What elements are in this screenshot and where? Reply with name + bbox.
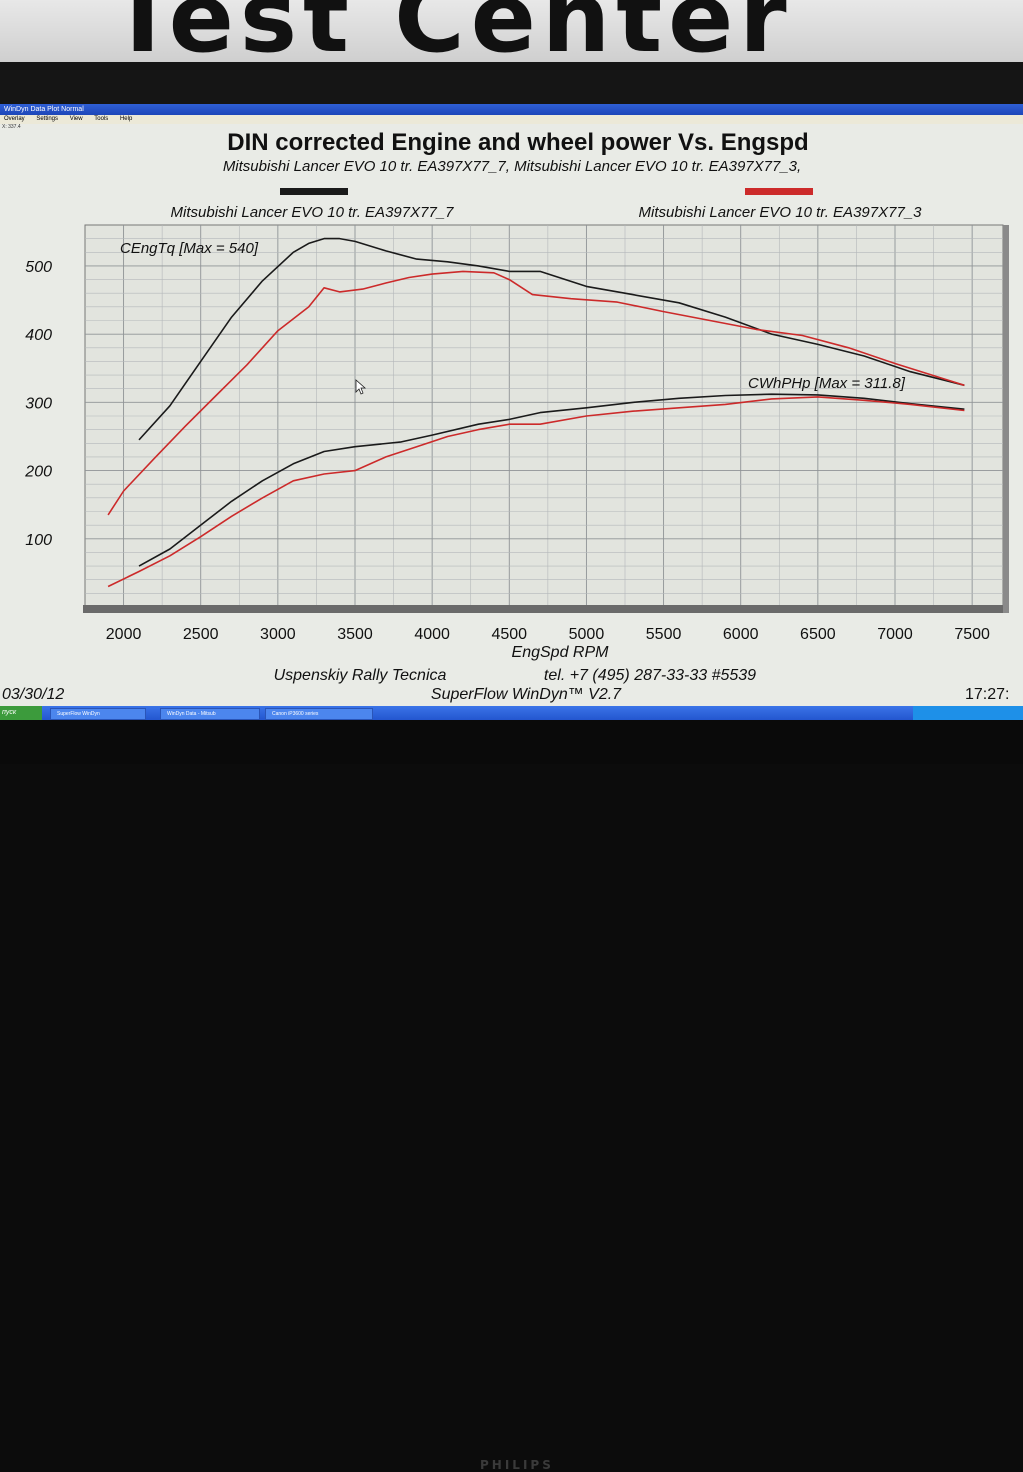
windyn-window: WinDyn Data Plot Normal Overlay Settings… [0, 104, 1023, 706]
software-version: SuperFlow WinDyn™ V2.7 [431, 686, 622, 703]
x-tick-label: 7000 [877, 626, 913, 643]
x-tick-labels: 2000 2500 3000 3500 4000 4500 5000 5500 6000 6500… [106, 626, 990, 643]
window-titlebar: WinDyn Data Plot Normal [0, 104, 1023, 115]
x-tick-label: 4000 [414, 626, 450, 643]
x-tick-label: 5000 [569, 626, 605, 643]
mouse-cursor-icon [355, 379, 367, 395]
series-line-0 [138, 237, 965, 441]
monitor-bezel-bottom: PHILIPS [0, 720, 1023, 1472]
x-axis-label: EngSpd RPM [512, 644, 610, 661]
x-tick-label: 6000 [723, 626, 759, 643]
x-tick-label: 6500 [800, 626, 836, 643]
menu-bar: Overlay Settings View Tools Help [0, 115, 1023, 124]
y-tick-label: 400 [25, 327, 52, 344]
test-date: 03/30/12 [2, 686, 64, 703]
x-tick-label: 2500 [183, 626, 219, 643]
coord-readout: X: 337.4 [2, 124, 21, 130]
menu-view[interactable]: View [69, 116, 83, 122]
x-tick-label: 7500 [954, 626, 990, 643]
menu-overlay[interactable]: Overlay [4, 116, 25, 122]
menu-help[interactable]: Help [119, 116, 133, 122]
curves [107, 237, 965, 588]
shop-phone: tel. +7 (495) 287-33-33 #5539 [544, 667, 756, 684]
x-tick-label: 3500 [337, 626, 373, 643]
y-tick-label: 200 [24, 464, 52, 481]
taskbar: пуск SuperFlow WinDyn WinDyn Data - Mits… [0, 706, 1023, 720]
taskbar-item-data-plot[interactable]: WinDyn Data - Mitsub [160, 708, 260, 720]
test-time: 17:27: [965, 686, 1009, 703]
menu-settings[interactable]: Settings [36, 116, 59, 122]
legend-label-run3: Mitsubishi Lancer EVO 10 tr. EA397X77_3 [639, 204, 923, 221]
chart-title: DIN corrected Engine and wheel power Vs.… [227, 129, 808, 156]
start-button[interactable]: пуск [0, 706, 42, 720]
chart-subtitle: Mitsubishi Lancer EVO 10 tr. EA397X77_7,… [223, 158, 801, 175]
y-tick-label: 100 [25, 532, 52, 549]
menu-tools[interactable]: Tools [94, 116, 109, 122]
x-tick-label: 4500 [491, 626, 527, 643]
monitor-brand: PHILIPS [480, 1458, 554, 1472]
taskbar-item-printer[interactable]: Canon iP3600 series [265, 708, 373, 720]
x-tick-label: 3000 [260, 626, 296, 643]
y-tick-labels: 100 200 300 400 500 [24, 259, 52, 549]
legend-swatch-run3 [745, 188, 813, 195]
monitor-bezel-top [0, 62, 1023, 104]
x-axis-base [83, 605, 1005, 613]
series-line-2 [138, 393, 965, 567]
series-line-3 [107, 396, 965, 588]
grid [85, 225, 1003, 607]
y-tick-label: 500 [25, 259, 52, 276]
x-tick-label: 2000 [106, 626, 142, 643]
annotation-wheel-hp-max: CWhPHp [Max = 311.8] [748, 375, 906, 392]
banner-text: Test Center [110, 0, 793, 62]
series-line-1 [107, 270, 965, 516]
shop-name: Uspenskiy Rally Tecnica [274, 667, 447, 684]
legend-label-run7: Mitsubishi Lancer EVO 10 tr. EA397X77_7 [171, 204, 455, 221]
x-tick-label: 5500 [646, 626, 682, 643]
y-tick-label: 300 [25, 395, 52, 412]
plot-right-edge [1003, 225, 1009, 613]
annotation-torque-max: CEngTq [Max = 540] [120, 240, 259, 257]
taskbar-item-windyn[interactable]: SuperFlow WinDyn [50, 708, 146, 720]
dyno-chart: DIN corrected Engine and wheel power Vs.… [2, 129, 1009, 703]
banner: Test Center [0, 0, 1023, 62]
legend-swatch-run7 [280, 188, 348, 195]
system-tray [913, 706, 1023, 720]
